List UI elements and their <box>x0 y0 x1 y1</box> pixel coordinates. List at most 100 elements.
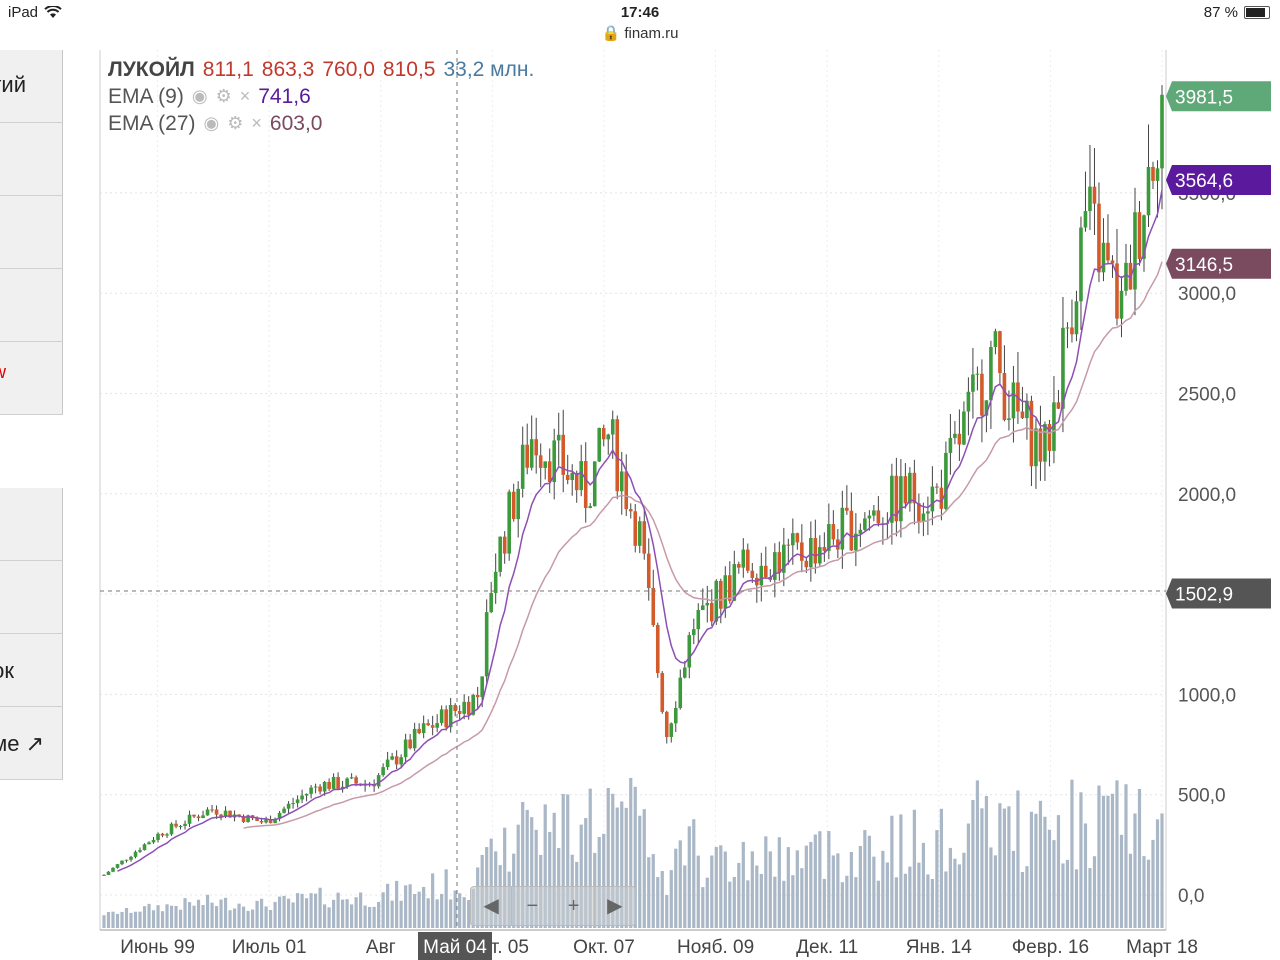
candle-body <box>836 539 840 550</box>
close-value: 810,5 <box>382 58 436 81</box>
candle-body <box>534 439 539 456</box>
scroll-left-button[interactable]: ◀ <box>471 887 513 925</box>
volume-bar <box>872 856 876 928</box>
volume-bar <box>1011 850 1016 928</box>
volume-bar <box>196 899 201 928</box>
x-tick-label: Окт. 07 <box>573 937 635 958</box>
volume-bar <box>669 870 673 928</box>
volume-bar <box>1106 795 1110 928</box>
volume-bar <box>705 877 709 928</box>
url-bar[interactable]: 🔒 finam.ru <box>0 24 1280 42</box>
candle-body <box>1146 166 1151 216</box>
volume-bar <box>1083 823 1088 928</box>
volume-bar <box>966 823 971 928</box>
sidebar-item-1[interactable]: тий <box>0 50 63 123</box>
volume-bars <box>102 777 1164 928</box>
candle-body <box>417 728 421 734</box>
sidebar-item-3[interactable] <box>0 196 63 269</box>
candle-body <box>917 503 921 522</box>
candle-body <box>196 816 201 819</box>
scroll-right-button[interactable]: ▶ <box>607 895 623 917</box>
candle-body <box>718 580 723 609</box>
candle-body <box>606 434 611 440</box>
y-tick-label: 1000,0 <box>1178 685 1236 706</box>
volume-bar <box>674 848 678 928</box>
candle-body <box>556 434 561 441</box>
candle-body <box>223 810 228 817</box>
candle-body <box>597 427 602 462</box>
gear-icon[interactable]: ⚙ <box>215 86 232 106</box>
volume-bar <box>124 908 129 928</box>
volume-bar <box>894 877 898 928</box>
candle-body <box>1061 327 1065 409</box>
ema9-value: 741,6 <box>258 85 311 108</box>
candle-body <box>786 544 791 546</box>
volume-bar <box>854 877 858 928</box>
candle-body <box>646 553 651 589</box>
candle-body <box>795 533 800 543</box>
sidebar-item-5[interactable]: w <box>0 342 63 415</box>
candle-body <box>322 781 327 792</box>
candle-body <box>390 756 394 760</box>
candle-body <box>818 547 822 564</box>
candle-body <box>957 433 962 445</box>
zoom-in-button[interactable]: + <box>554 887 595 925</box>
x-tick-label: Июль 01 <box>232 937 307 958</box>
volume-bar <box>120 911 124 928</box>
candle-body <box>277 812 282 819</box>
eye-icon[interactable]: ◉ <box>191 86 208 106</box>
candle-body <box>340 786 345 789</box>
gear-icon[interactable]: ⚙ <box>227 113 244 133</box>
candle-body <box>219 814 223 817</box>
volume-bar <box>413 894 417 928</box>
volume-bar <box>912 809 916 928</box>
eye-icon[interactable]: ◉ <box>203 113 220 133</box>
close-icon[interactable]: × <box>251 113 262 133</box>
candle-body <box>462 701 466 714</box>
volume-bar <box>845 875 849 928</box>
y-tick-label: 2000,0 <box>1178 485 1236 506</box>
candle-body <box>498 536 502 572</box>
candle-body <box>309 787 313 794</box>
volume-bar <box>350 904 354 928</box>
sidebar-item-4[interactable] <box>0 269 63 342</box>
volume-bar <box>836 853 840 928</box>
candle-body <box>1124 262 1128 291</box>
candle-body <box>214 809 219 815</box>
close-icon[interactable]: × <box>239 86 251 106</box>
candle-body <box>538 455 543 468</box>
candle-body <box>610 419 615 435</box>
sidebar-item-2[interactable] <box>0 123 63 196</box>
candle-body <box>336 776 340 789</box>
volume-bar <box>1074 869 1079 928</box>
zoom-out-button[interactable]: − <box>512 887 554 925</box>
volume-bar <box>858 845 862 928</box>
sidebar-item-8[interactable]: ок <box>0 634 63 707</box>
candle-body <box>399 757 403 765</box>
candle-body <box>939 487 944 509</box>
volume-bar <box>422 886 426 928</box>
volume-bar <box>102 915 106 928</box>
volume-bar <box>138 911 142 928</box>
volume-bar <box>1020 871 1025 928</box>
volume-bar <box>989 847 993 928</box>
volume-bar <box>453 890 457 928</box>
candle-body <box>106 871 111 875</box>
volume-bar <box>282 895 286 928</box>
volume-bar <box>1155 819 1160 928</box>
candle-body <box>1142 215 1146 259</box>
candle-body <box>543 461 548 468</box>
volume-bar <box>831 855 835 928</box>
candle-body <box>700 605 705 611</box>
sidebar-item-6[interactable] <box>0 488 63 561</box>
sidebar-item-7[interactable] <box>0 561 63 634</box>
candle-body <box>1029 400 1034 467</box>
volume-bar <box>444 869 448 928</box>
sidebar-item-9[interactable]: ме ↗ <box>0 707 63 780</box>
volume-bar <box>768 851 772 928</box>
candle-body <box>138 850 142 852</box>
candle-body <box>376 775 381 787</box>
volume-bar <box>1110 793 1115 928</box>
volume-bar <box>777 837 781 928</box>
